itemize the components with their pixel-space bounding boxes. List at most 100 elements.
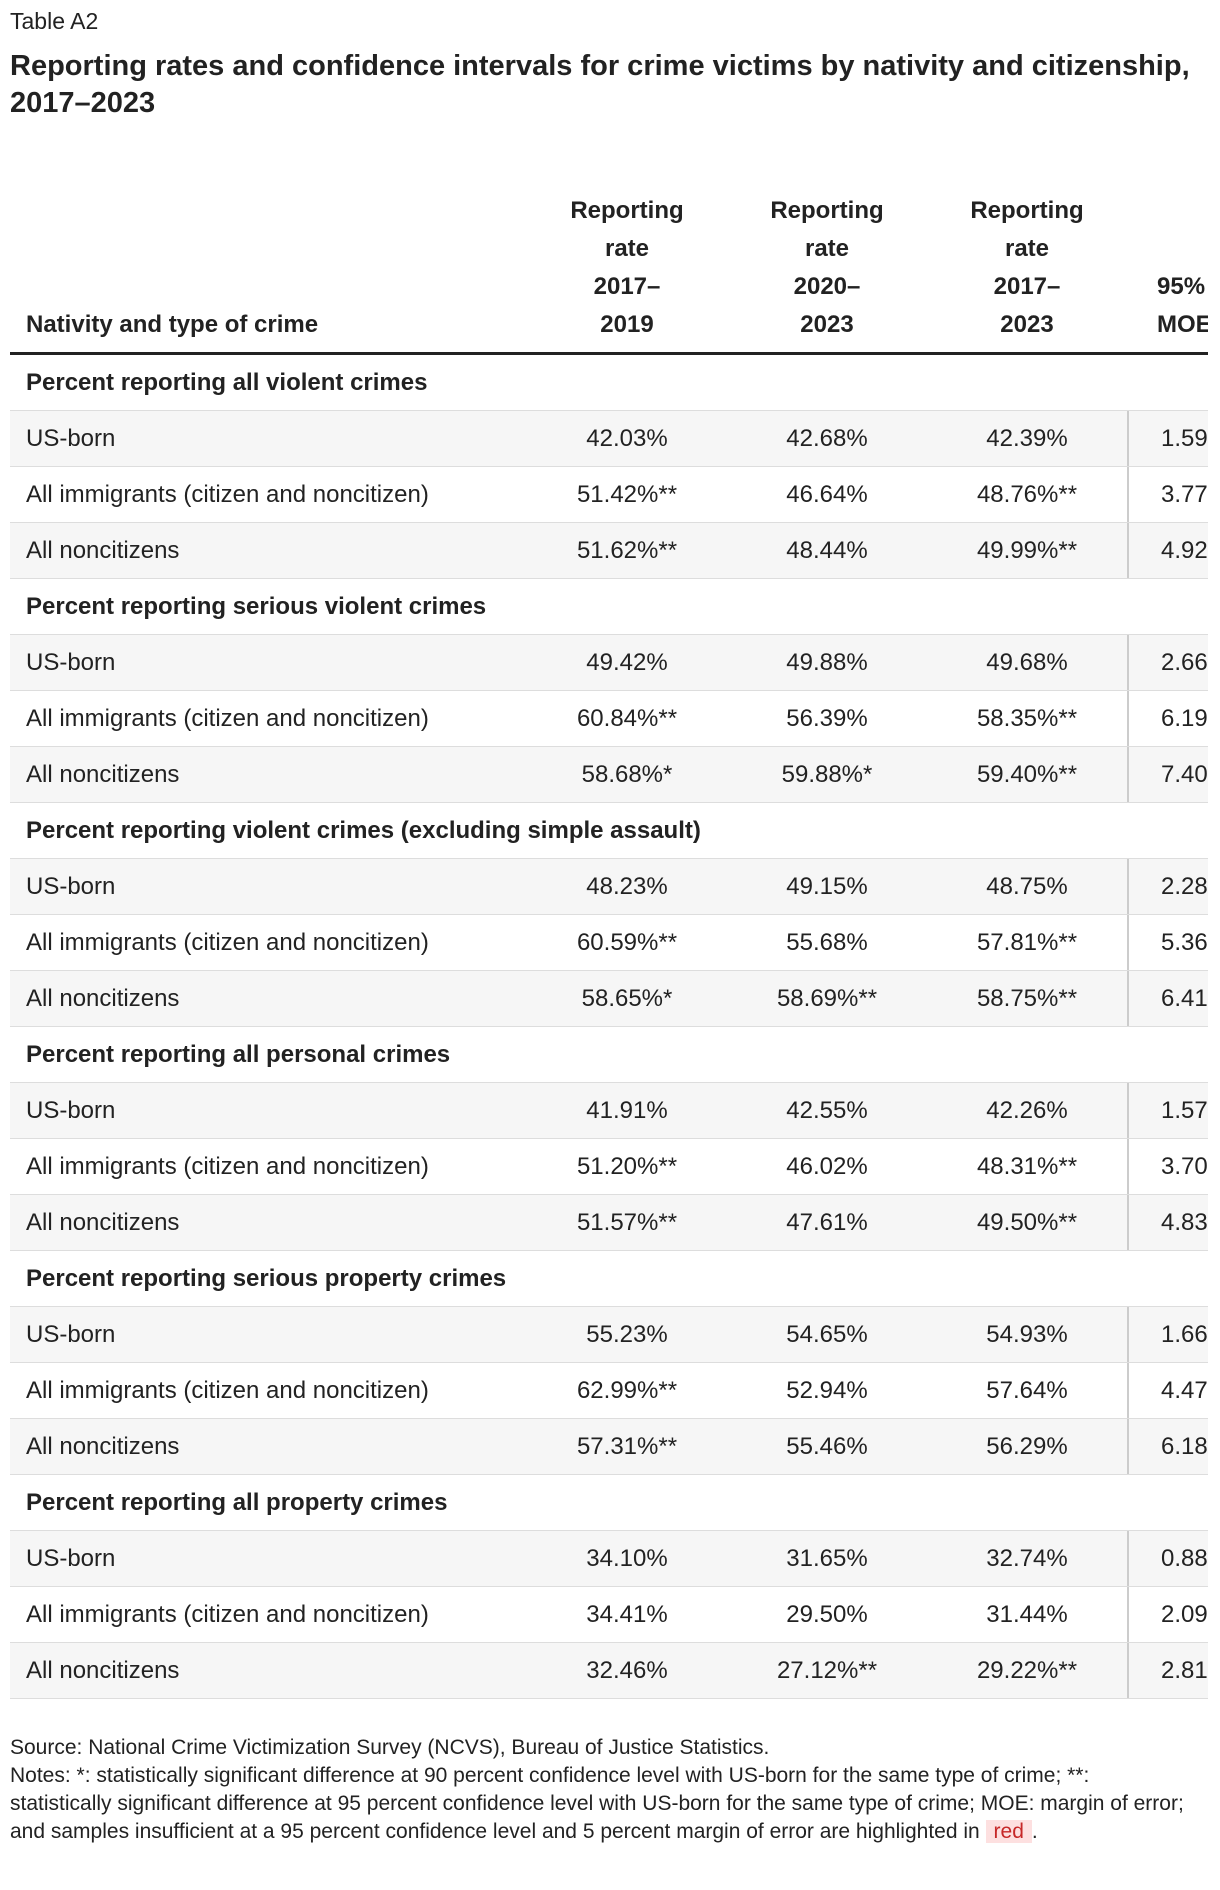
cell: 55.23% xyxy=(586,1320,668,1348)
header-row: Nativity and type of crime Reporting rate… xyxy=(10,170,1208,355)
cell: 60.84%** xyxy=(576,704,678,732)
cell: 34.10% xyxy=(586,1544,668,1572)
cell: 5.36 xyxy=(1127,915,1208,970)
section-title: Percent reporting serious violent crimes xyxy=(26,592,487,620)
highlight: red xyxy=(985,1820,1032,1843)
cell: 3.70 xyxy=(1127,1139,1208,1194)
section-title: Percent reporting all violent crimes xyxy=(26,368,428,396)
row-label: US-born xyxy=(26,424,116,452)
cell: 6.41 xyxy=(1127,971,1208,1026)
data-row: All immigrants (citizen and noncitizen) 5… xyxy=(10,467,1208,523)
cell: 48.23% xyxy=(586,872,668,900)
cell: 49.99%** xyxy=(976,536,1078,564)
data-row: US-born 42.03% 42.68% 42.39% 1.59 xyxy=(10,411,1208,467)
data-row: All immigrants (citizen and noncitizen) 6… xyxy=(10,915,1208,971)
cell: 49.42% xyxy=(586,648,668,676)
row-label: All immigrants (citizen and noncitizen) xyxy=(26,1600,429,1628)
section-row: Percent reporting all property crimes xyxy=(10,1475,1208,1531)
cell: 4.83 xyxy=(1127,1195,1208,1250)
data-row: All immigrants (citizen and noncitizen) 6… xyxy=(10,1363,1208,1419)
cell: 58.35%** xyxy=(976,704,1078,732)
data-row: US-born 34.10% 31.65% 32.74% 0.88 xyxy=(10,1531,1208,1587)
column-header: Reporting rate 2020– 2023 xyxy=(770,197,884,338)
row-label: US-born xyxy=(26,1320,116,1348)
row-label: US-born xyxy=(26,648,116,676)
cell: 54.65% xyxy=(786,1320,868,1348)
cell: 57.31%** xyxy=(576,1432,678,1460)
cell: 49.68% xyxy=(986,648,1068,676)
data-row: All noncitizens 51.57%** 47.61% 49.50%** 4.8… xyxy=(10,1195,1208,1251)
table: Nativity and type of crime Reporting rate… xyxy=(10,170,1208,1699)
data-row: All noncitizens 57.31%** 55.46% 56.29% 6.18 xyxy=(10,1419,1208,1475)
cell: 2.81 xyxy=(1127,1643,1208,1698)
cell: 46.02% xyxy=(786,1152,868,1180)
cell: 6.18 xyxy=(1127,1419,1208,1474)
data-row: US-born 55.23% 54.65% 54.93% 1.66 xyxy=(10,1307,1208,1363)
row-label: All noncitizens xyxy=(26,1656,180,1684)
cell: 56.39% xyxy=(786,704,868,732)
cell: 54.93% xyxy=(986,1320,1068,1348)
section-row: Percent reporting serious violent crimes xyxy=(10,579,1208,635)
cell: 7.40 xyxy=(1127,747,1208,802)
cell: 51.42%** xyxy=(576,480,678,508)
row-label: All noncitizens xyxy=(26,536,180,564)
column-header: Reporting rate 2017– 2019 xyxy=(570,197,684,338)
cell: 42.26% xyxy=(986,1096,1068,1124)
row-label: US-born xyxy=(26,1544,116,1572)
cell: 58.69%** xyxy=(776,984,878,1012)
cell: 31.65% xyxy=(786,1544,868,1572)
notes-end: . xyxy=(1031,1820,1038,1843)
row-label: All noncitizens xyxy=(26,1208,180,1236)
cell: 42.39% xyxy=(986,424,1068,452)
column-header: 95% MOE xyxy=(1157,273,1208,338)
cell: 42.55% xyxy=(786,1096,868,1124)
cell: 58.65%* xyxy=(581,984,673,1012)
cell: 60.59%** xyxy=(576,928,678,956)
cell: 32.46% xyxy=(586,1656,668,1684)
cell: 6.19 xyxy=(1127,691,1208,746)
notes: Notes: *: statistically significant diff… xyxy=(10,1762,1190,1846)
data-row: All immigrants (citizen and noncitizen) 3… xyxy=(10,1587,1208,1643)
cell: 1.57 xyxy=(1127,1083,1208,1138)
cell: 1.59 xyxy=(1127,411,1208,466)
cell: 56.29% xyxy=(986,1432,1068,1460)
cell: 4.47 xyxy=(1127,1363,1208,1418)
table-label: Table A2 xyxy=(10,8,99,34)
cell: 58.68%* xyxy=(581,760,673,788)
data-row: US-born 49.42% 49.88% 49.68% 2.66 xyxy=(10,635,1208,691)
cell: 59.40%** xyxy=(976,760,1078,788)
cell: 46.64% xyxy=(786,480,868,508)
section-title: Percent reporting serious property crime… xyxy=(26,1264,507,1292)
cell: 2.28 xyxy=(1127,859,1208,914)
source: Source: National Crime Victimization Sur… xyxy=(10,1736,770,1759)
data-row: All noncitizens 32.46% 27.12%** 29.22%** 2.8… xyxy=(10,1643,1208,1699)
cell: 0.88 xyxy=(1127,1531,1208,1586)
row-label: US-born xyxy=(26,872,116,900)
data-row: All noncitizens 58.65%* 58.69%** 58.75%** 6.… xyxy=(10,971,1208,1027)
column-header: Nativity and type of crime xyxy=(26,311,319,338)
data-row: US-born 48.23% 49.15% 48.75% 2.28 xyxy=(10,859,1208,915)
row-label: All immigrants (citizen and noncitizen) xyxy=(26,1376,429,1404)
cell: 1.66 xyxy=(1127,1307,1208,1362)
data-row: All immigrants (citizen and noncitizen) 6… xyxy=(10,691,1208,747)
cell: 58.75%** xyxy=(976,984,1078,1012)
cell: 48.76%** xyxy=(976,480,1078,508)
cell: 55.46% xyxy=(786,1432,868,1460)
section-row: Percent reporting all personal crimes xyxy=(10,1027,1208,1083)
data-row: All noncitizens 58.68%* 59.88%* 59.40%** 7.4… xyxy=(10,747,1208,803)
cell: 47.61% xyxy=(786,1208,868,1236)
cell: 29.50% xyxy=(786,1600,868,1628)
cell: 48.75% xyxy=(986,872,1068,900)
cell: 51.57%** xyxy=(576,1208,678,1236)
section-row: Percent reporting all violent crimes xyxy=(10,355,1208,411)
cell: 32.74% xyxy=(986,1544,1068,1572)
cell: 42.03% xyxy=(586,424,668,452)
cell: 59.88%* xyxy=(781,760,873,788)
cell: 49.50%** xyxy=(976,1208,1078,1236)
cell: 2.09 xyxy=(1127,1587,1208,1642)
section-row: Percent reporting violent crimes (exclud… xyxy=(10,803,1208,859)
cell: 4.92 xyxy=(1127,523,1208,578)
row-label: All immigrants (citizen and noncitizen) xyxy=(26,1152,429,1180)
cell: 49.15% xyxy=(786,872,868,900)
